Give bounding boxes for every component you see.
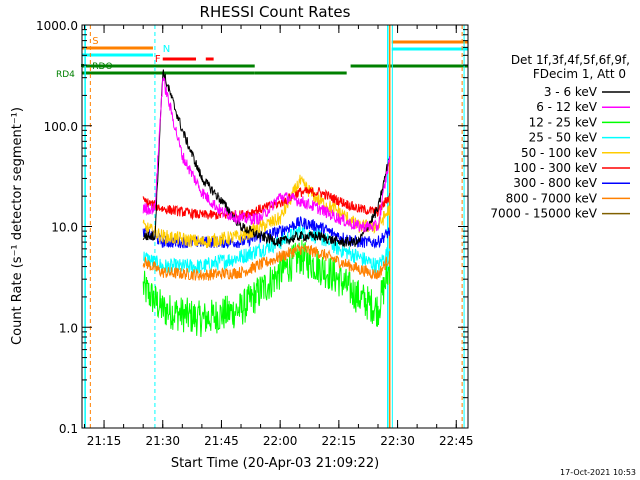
x-tick-label-1: 21:30 [145,434,180,448]
band-label-f: F [155,54,161,65]
x-axis-ticks: 21:15 21:30 21:45 22:00 22:15 22:30 22:45 [83,25,474,448]
legend-label-4: 50 - 100 keV [521,146,598,160]
legend-label-8: 7000 - 15000 keV [490,207,597,221]
x-tick-label-5: 22:30 [380,434,415,448]
x-axis-label: Start Time (20-Apr-03 21:09:22) [171,456,379,471]
legend-label-5: 100 - 300 keV [513,161,597,175]
y-tick-label-0: 0.1 [59,422,78,436]
legend-label-2: 12 - 25 keV [529,115,598,129]
y-tick-label-3: 100.0 [44,120,78,134]
band-label-n: N [163,44,170,55]
legend-label-1: 6 - 12 keV [536,100,598,114]
x-tick-label-0: 21:15 [87,434,122,448]
x-tick-label-2: 21:45 [204,434,239,448]
legend-label-3: 25 - 50 keV [529,131,598,145]
chart-title: RHESSI Count Rates [200,3,351,21]
legend-header-line-2: FDecim 1, Att 0 [533,67,626,81]
series-line-4 [142,174,391,249]
legend-label-6: 300 - 800 keV [513,176,597,190]
series-line-1 [142,76,391,233]
series-line-0 [142,69,391,248]
x-tick-label-4: 22:15 [322,434,357,448]
series-line-2 [142,239,391,338]
y-tick-label-1: 1.0 [59,321,78,335]
band-label-s: S [92,36,98,47]
annotation-bands: S NF RDO RD4 [56,36,468,80]
y-tick-label-4: 1000.0 [36,19,78,33]
y-axis-label: Count Rate (s⁻¹ detector segment⁻¹) [10,107,25,345]
footer-date: 17-Oct-2021 10:53 [560,468,636,477]
series-line-3 [142,224,391,275]
y-axis-ticks: 0.1 1.0 10.0 100.0 1000.0 [36,19,468,436]
legend-label-7: 800 - 7000 keV [506,191,598,205]
series-line-5 [142,187,391,222]
x-tick-label-6: 22:45 [439,434,474,448]
series-layer [142,69,391,338]
y-tick-label-2: 10.0 [51,221,78,235]
band-label-rd4: RD4 [56,70,75,80]
legend-header-line-1: Det 1f,3f,4f,5f,6f,9f, [511,53,630,67]
x-tick-label-3: 22:00 [263,434,298,448]
legend-label-0: 3 - 6 keV [544,85,598,99]
series-line-7 [142,243,391,282]
band-label-rdo: RDO [92,62,112,72]
